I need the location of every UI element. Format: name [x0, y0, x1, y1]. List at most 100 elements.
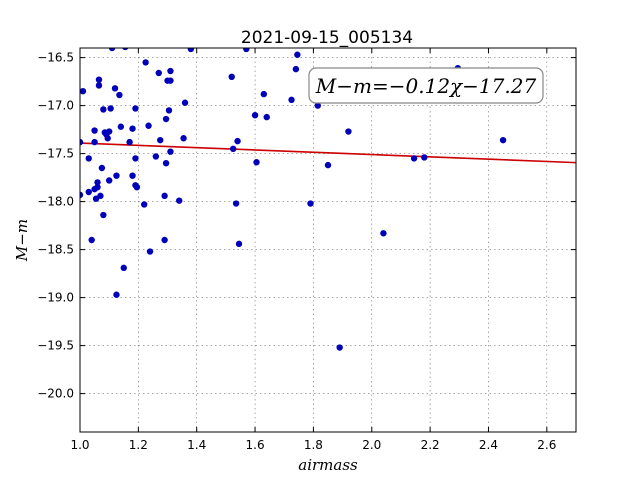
data-point	[232, 200, 240, 207]
data-point	[80, 138, 84, 146]
data-point	[116, 91, 123, 99]
data-point	[180, 135, 187, 142]
data-point	[113, 291, 120, 298]
data-point	[94, 179, 101, 186]
data-point	[80, 191, 84, 199]
data-point	[288, 96, 295, 104]
data-point	[253, 159, 260, 166]
y-axis-label: M−m	[13, 219, 31, 262]
data-point	[235, 240, 243, 248]
data-point	[155, 69, 162, 77]
data-point	[421, 154, 428, 161]
data-point	[95, 76, 103, 83]
data-point	[243, 48, 250, 53]
grid	[79, 48, 576, 432]
data-point	[104, 135, 111, 142]
y-tick-label: −17.0	[37, 99, 74, 113]
y-tick-label: −19.5	[37, 339, 74, 353]
data-point	[176, 197, 183, 204]
data-point	[229, 145, 237, 152]
data-point	[100, 211, 107, 219]
data-point	[95, 82, 103, 89]
data-point	[122, 48, 129, 51]
plot-frame	[79, 47, 577, 433]
data-point	[162, 115, 170, 123]
x-tick-label: 2.4	[479, 438, 498, 452]
data-point	[80, 88, 87, 95]
x-tick-label: 2.6	[537, 438, 556, 452]
data-point	[100, 106, 107, 113]
data-point	[181, 99, 189, 106]
data-point	[132, 155, 139, 162]
data-point	[107, 105, 114, 112]
data-point	[129, 172, 136, 179]
x-tick-label: 1.8	[304, 438, 323, 452]
data-point	[380, 230, 387, 237]
data-point	[140, 201, 148, 208]
data-point	[167, 148, 174, 155]
data-point	[142, 59, 149, 66]
data-point	[234, 137, 241, 145]
data-point	[157, 136, 164, 144]
data-point	[129, 125, 136, 132]
data-point	[260, 90, 268, 98]
y-axis-ticks: −16.5 −17.0 −17.5 −18.0 −18.5 −19.0 −19.5 −20.0	[37, 51, 576, 401]
data-point	[499, 136, 507, 144]
data-point	[314, 102, 321, 109]
annotation-box	[308, 67, 544, 104]
y-tick-label: −18.0	[37, 195, 74, 209]
fit-annotation: M−m=−0.12χ−17.27	[308, 67, 544, 104]
data-point	[187, 48, 195, 53]
data-point	[251, 112, 259, 119]
fit-line-group	[80, 142, 576, 164]
data-point	[294, 51, 301, 58]
data-point	[324, 161, 332, 169]
data-point	[111, 85, 119, 92]
data-point	[117, 123, 125, 130]
x-axis-label: airmass	[298, 456, 358, 474]
data-point	[228, 73, 235, 81]
fit-equation: M−m=−0.12χ−17.27	[315, 74, 537, 98]
x-tick-label: 2.0	[362, 438, 381, 452]
data-point	[98, 164, 106, 172]
plot-area	[80, 48, 576, 351]
data-point	[94, 184, 101, 191]
data-point	[88, 236, 95, 244]
data-point	[105, 128, 113, 135]
data-point	[161, 236, 168, 244]
data-point	[105, 177, 113, 184]
data-point	[85, 188, 92, 196]
x-axis-ticks: 1.0 1.2 1.4 1.6 1.8 2.0 2.2 2.4 2.6	[70, 48, 556, 452]
data-point	[345, 128, 352, 135]
data-point	[145, 122, 152, 129]
y-tick-label: −18.5	[37, 243, 74, 257]
data-point	[146, 248, 154, 255]
data-point	[162, 160, 170, 167]
data-point	[113, 172, 120, 179]
data-points	[80, 48, 507, 351]
y-tick-label: −16.5	[37, 51, 74, 65]
x-tick-label: 1.0	[70, 438, 89, 452]
data-point	[292, 65, 300, 73]
data-point	[161, 192, 168, 200]
chart-title: 2021-09-15_005134	[241, 28, 413, 48]
data-point	[126, 138, 133, 146]
x-tick-label: 1.4	[187, 438, 206, 452]
data-point	[336, 344, 343, 351]
y-tick-label: −17.5	[37, 147, 74, 161]
data-point	[167, 67, 174, 75]
data-point	[91, 127, 98, 134]
data-point	[167, 77, 174, 84]
data-point	[263, 113, 270, 121]
x-tick-label: 2.2	[421, 438, 440, 452]
y-tick-label: −19.0	[37, 291, 74, 305]
y-tick-label: −20.0	[37, 387, 74, 401]
data-point	[132, 105, 139, 112]
data-point	[307, 200, 314, 207]
data-point	[152, 153, 160, 160]
x-tick-label: 1.6	[246, 438, 265, 452]
data-point	[120, 264, 127, 272]
data-point	[165, 107, 173, 114]
data-point	[108, 48, 116, 52]
